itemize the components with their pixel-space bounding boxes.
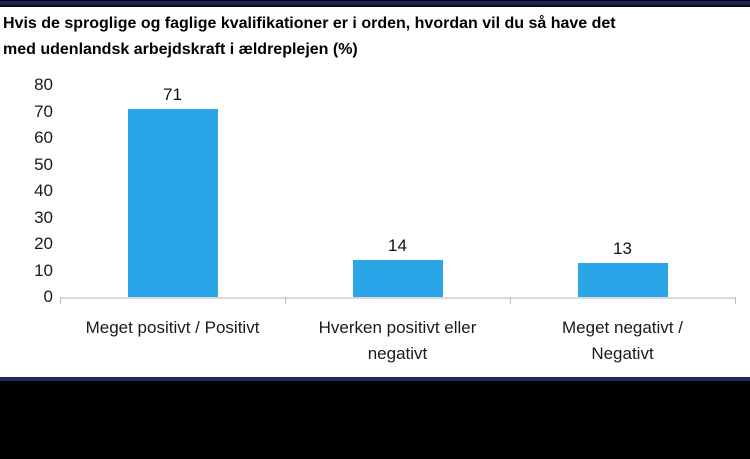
x-axis-category-label: Hverken positivt eller negativt <box>278 315 518 367</box>
bar-2 <box>352 260 443 297</box>
bar-3 <box>577 263 668 297</box>
y-axis-tick-label: 70 <box>34 101 53 121</box>
y-axis-tick-label: 10 <box>34 260 53 280</box>
x-axis-category-label-line: negativt <box>367 344 428 363</box>
bar-value-label: 71 <box>163 85 182 104</box>
x-axis-category-label-line: Hverken positivt eller <box>318 318 477 337</box>
y-axis-tick-label: 0 <box>43 287 53 306</box>
x-axis-tick <box>285 297 286 304</box>
x-axis-line <box>60 297 735 299</box>
y-axis-tick-label: 20 <box>34 234 53 253</box>
bottom-black-band <box>0 381 750 459</box>
x-axis-category-label-line: Meget positivt / Positivt <box>85 318 260 337</box>
x-axis-category-label: Meget positivt / Positivt <box>53 315 293 341</box>
bar-1 <box>127 109 218 297</box>
y-axis-tick-label: 40 <box>34 181 53 200</box>
x-axis-tick <box>735 297 736 304</box>
chart-title-line1: Hvis de sproglige og faglige kvalifikati… <box>3 15 616 32</box>
bar-value-label: 13 <box>613 239 632 258</box>
bottom-border-line <box>0 377 750 381</box>
y-axis-tick-label: 30 <box>34 207 53 227</box>
chart-title-line2: med udenlandsk arbejdskraft i ældrepleje… <box>3 41 358 58</box>
chart-title: Hvis de sproglige og faglige kvalifikati… <box>3 11 748 63</box>
x-axis-tick <box>510 297 511 304</box>
bar-value-label: 14 <box>388 236 407 255</box>
x-axis-category-label: Meget negativt / Negativt <box>503 315 743 367</box>
y-axis-tick-label: 80 <box>34 75 53 94</box>
y-axis-tick-label: 50 <box>34 154 53 174</box>
top-border-line <box>0 0 750 7</box>
y-axis-tick-label: 60 <box>34 128 53 147</box>
x-axis-tick <box>60 297 61 304</box>
x-axis-category-label-line: Meget negativt / <box>562 318 683 337</box>
x-axis-category-label-line: Negativt <box>591 344 654 363</box>
